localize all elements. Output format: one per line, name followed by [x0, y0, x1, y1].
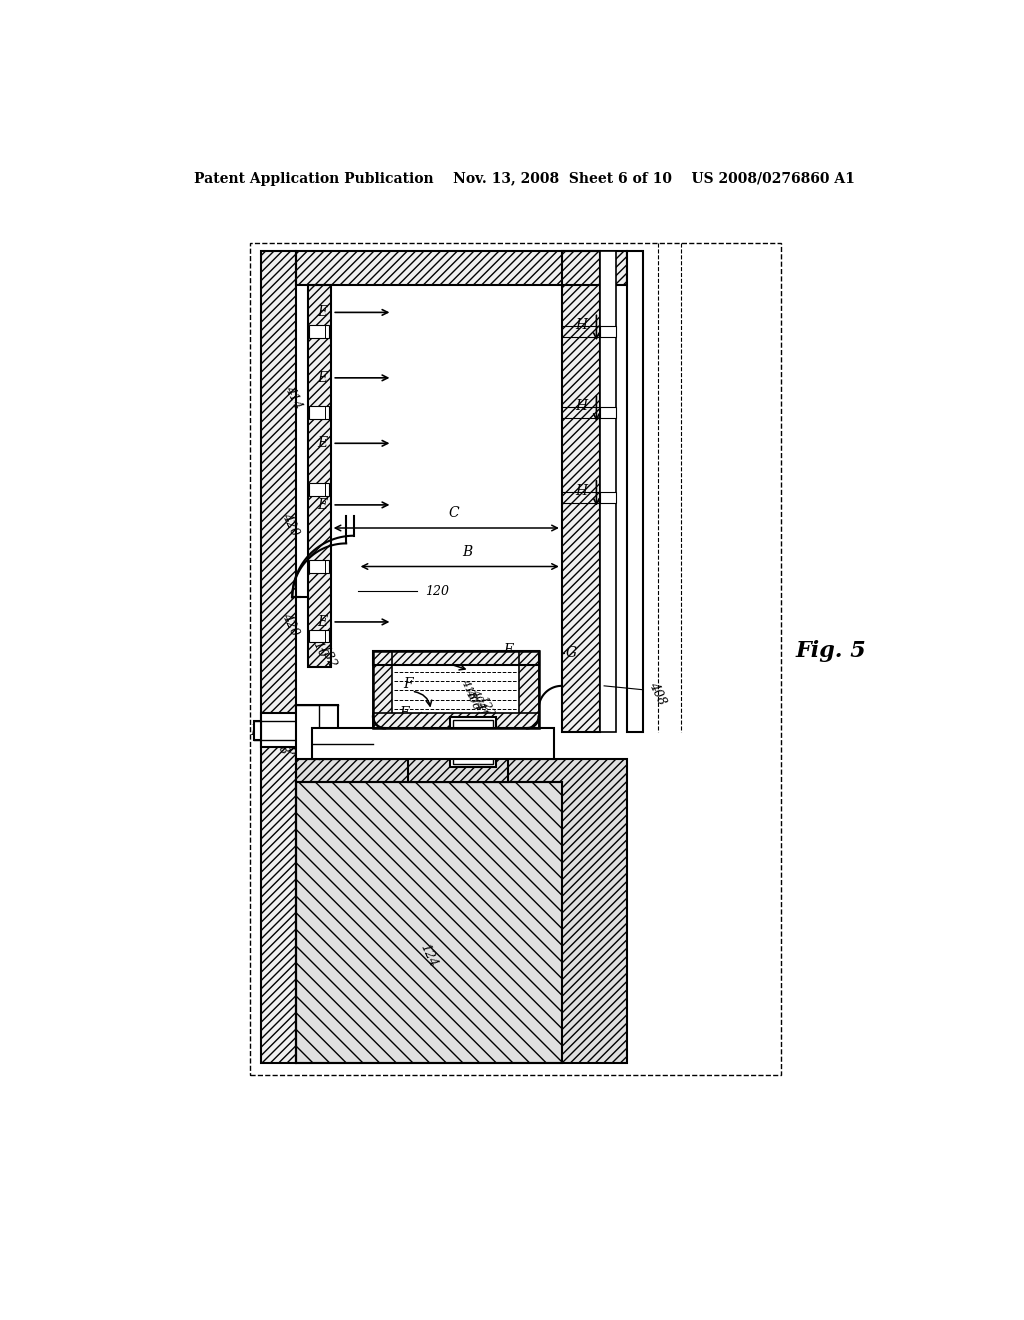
Bar [261, 251, 296, 1063]
Bar [408, 733, 508, 781]
Text: E: E [316, 498, 327, 512]
Bar [254, 721, 261, 739]
Text: E: E [316, 371, 327, 385]
Bar [309, 483, 330, 496]
Text: E: E [316, 305, 327, 319]
Bar [600, 407, 615, 418]
Bar [373, 651, 392, 729]
Bar [408, 733, 508, 781]
Text: Fig. 5: Fig. 5 [796, 640, 866, 663]
Text: F: F [434, 653, 443, 668]
Bar [451, 717, 497, 767]
Bar [296, 759, 628, 1063]
Text: C: C [449, 507, 460, 520]
Text: 122: 122 [477, 694, 496, 718]
Bar [562, 251, 600, 733]
Text: G: G [565, 645, 577, 660]
Bar [311, 729, 554, 759]
Text: H: H [575, 484, 587, 498]
Text: H: H [575, 400, 587, 413]
Text: 406: 406 [464, 688, 481, 710]
Text: 132: 132 [316, 643, 339, 671]
Bar [307, 285, 331, 667]
Bar [373, 651, 539, 729]
Bar [261, 251, 296, 1063]
Text: 412: 412 [473, 701, 490, 725]
Text: 124: 124 [418, 941, 439, 969]
Bar [562, 251, 600, 733]
Text: F: F [399, 706, 409, 719]
Bar [519, 651, 539, 729]
Bar [309, 560, 330, 573]
Text: 420: 420 [280, 611, 301, 638]
Text: H: H [575, 318, 587, 333]
Bar [600, 492, 615, 503]
Text: 408: 408 [646, 680, 669, 708]
Text: Patent Application Publication    Nov. 13, 2008  Sheet 6 of 10    US 2008/027686: Patent Application Publication Nov. 13, … [195, 172, 855, 186]
Text: 118: 118 [404, 730, 426, 758]
Bar [600, 251, 615, 733]
Text: 128: 128 [268, 730, 290, 758]
Bar [261, 713, 335, 747]
Text: B: B [462, 545, 472, 558]
Text: 418: 418 [459, 678, 477, 701]
Bar [296, 781, 562, 1063]
Text: 416: 416 [279, 730, 300, 758]
Bar [296, 759, 562, 781]
Text: 414: 414 [282, 384, 304, 411]
Bar [373, 713, 539, 729]
Bar [250, 243, 781, 1074]
Text: F: F [503, 643, 513, 657]
Bar [373, 651, 539, 665]
Bar [309, 630, 330, 642]
Bar [307, 285, 331, 667]
Bar [309, 407, 330, 418]
Text: 410: 410 [307, 631, 330, 659]
Text: D: D [251, 723, 262, 738]
Bar [309, 326, 330, 338]
Text: 404: 404 [470, 688, 487, 710]
Bar [373, 651, 539, 665]
Bar [296, 251, 628, 285]
Bar [296, 705, 339, 759]
Text: F: F [403, 677, 413, 690]
Bar [600, 326, 615, 337]
Text: E: E [316, 615, 327, 628]
Text: 420: 420 [280, 511, 301, 537]
Bar [296, 759, 628, 1063]
Bar [296, 251, 628, 285]
Text: E: E [316, 437, 327, 450]
Bar [296, 781, 562, 1063]
Text: 120: 120 [425, 585, 449, 598]
Bar [628, 251, 643, 733]
Bar [454, 719, 494, 763]
